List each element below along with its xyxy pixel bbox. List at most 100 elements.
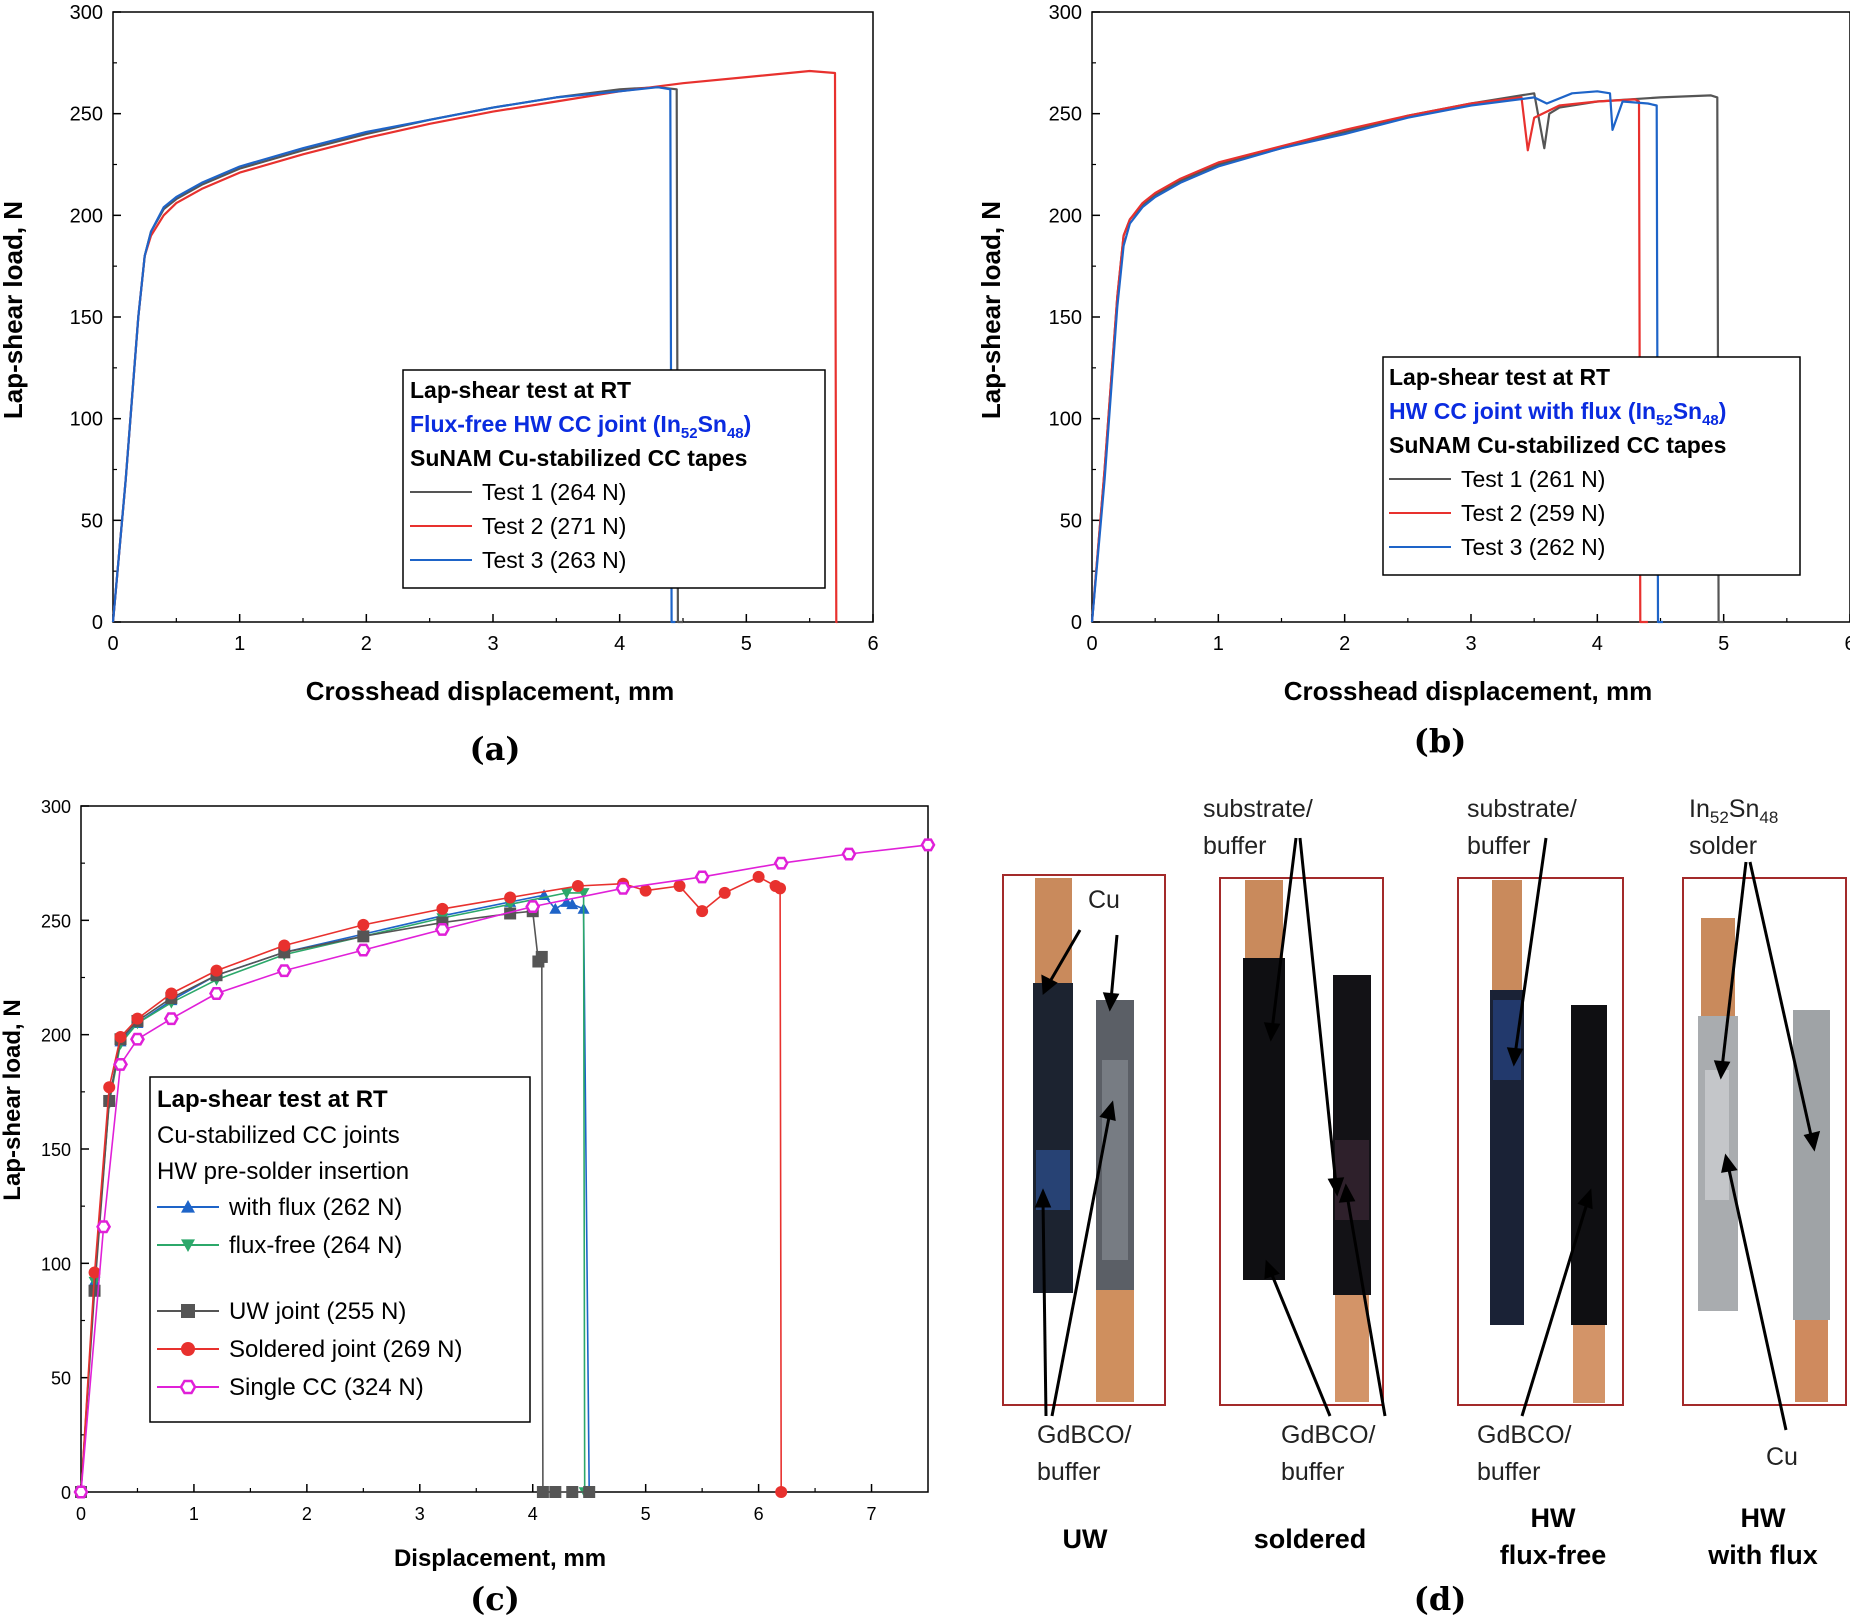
chart-a-legend-label-test-1: Test 1 (264 N): [482, 479, 626, 505]
caption-hw-with-flux-2: with flux: [1707, 1540, 1818, 1570]
chart-c-point-with-flux: [549, 902, 562, 914]
chart-b-ytick-label: 0: [1071, 612, 1082, 634]
chart-c-legend-marker-uw-joint: [181, 1304, 195, 1318]
chart-c-point-soldered-joint: [504, 891, 517, 904]
chart-c-legend-marker-single-cc: [179, 1379, 197, 1395]
chart-b-ytick-label: 200: [1049, 205, 1082, 227]
callout-gdbco-3b: buffer: [1477, 1458, 1540, 1486]
chart-a-axes: 0 1 2 3 4 5 6 0 50 100 150 200 250 300: [70, 2, 879, 655]
callout-gdbco-1a: GdBCO/: [1037, 1421, 1132, 1449]
chart-a-ytick-label: 200: [70, 205, 103, 227]
chart-c-point-single-cc: [130, 1032, 145, 1046]
chart-c-xtick-label: 3: [415, 1504, 425, 1524]
tape-hw-with-flux-right: [1793, 1010, 1830, 1402]
tape-uw-right: [1096, 1000, 1134, 1402]
chart-a-legend-label-test-2: Test 2 (271 N): [482, 513, 626, 539]
chart-c-point-soldered-joint: [571, 880, 584, 893]
chart-b-legend-label-test-1: Test 1 (261 N): [1461, 466, 1605, 492]
chart-c-legend-title: Lap-shear test at RT: [157, 1086, 388, 1113]
callout-gdbco-2a: GdBCO/: [1281, 1421, 1376, 1449]
chart-c-legend-label-single-cc: Single CC (324 N): [229, 1374, 424, 1401]
chart-a-xtick-label: 6: [867, 633, 878, 655]
chart-c-point-soldered-joint: [639, 884, 652, 897]
chart-b-xtick-label: 4: [1592, 633, 1603, 655]
chart-c-series: [73, 838, 936, 1499]
chart-c-point-single-cc: [694, 870, 710, 884]
chart-c-point-single-cc: [163, 1012, 179, 1026]
chart-c-xtick-label: 0: [76, 1504, 86, 1524]
chart-b-legend-title: Lap-shear test at RT: [1389, 364, 1610, 390]
chart-a-xtick-label: 3: [487, 633, 498, 655]
tape-uw-left: [1033, 878, 1073, 1293]
chart-c-point-soldered-joint: [210, 964, 223, 977]
chart-c-legend-marker-soldered-joint: [181, 1342, 195, 1356]
chart-a-ytick-label: 100: [70, 409, 103, 431]
chart-a-ytick-label: 250: [70, 104, 103, 126]
chart-c-ytick-label: 100: [41, 1254, 71, 1274]
chart-b-series-test-2: [1090, 96, 1648, 624]
chart-c-ytick-label: 200: [41, 1026, 71, 1046]
chart-a-legend-entries: Test 1 (264 N) Test 2 (271 N) Test 3 (263 …: [410, 479, 626, 573]
chart-c-legend-line3: HW pre-solder insertion: [157, 1158, 409, 1185]
chart-a-legend-title: Lap-shear test at RT: [410, 377, 631, 403]
chart-a-xtick-label: 4: [614, 633, 625, 655]
chart-c-point-uw-joint: [583, 1486, 596, 1498]
chart-c-xtick-label: 1: [189, 1504, 199, 1524]
chart-b-axes: 0 1 2 3 4 5 6 0 50 100 150 200 250 300: [1049, 2, 1850, 655]
callout-gdbco-3a: GdBCO/: [1477, 1421, 1572, 1449]
tape-hw-flux-free-left: [1490, 880, 1524, 1325]
caption-soldered: soldered: [1254, 1524, 1367, 1554]
chart-b-ytick-label: 300: [1049, 2, 1082, 24]
chart-c-legend: Lap-shear test at RT Cu-stabilized CC jo…: [149, 1076, 531, 1423]
chart-b-legend-subtitle2: SuNAM Cu-stabilized CC tapes: [1389, 432, 1726, 458]
chart-c-point-single-cc: [113, 1057, 128, 1071]
chart-c-point-single-cc: [615, 881, 631, 895]
chart-a-series: [111, 69, 838, 624]
chart-c-ytick-label: 50: [51, 1369, 71, 1389]
chart-a-legend: Lap-shear test at RT Flux-free HW CC joi…: [402, 369, 826, 589]
chart-b-xtick-label: 5: [1718, 633, 1729, 655]
chart-c-point-uw-joint: [566, 1486, 579, 1498]
chart-c-xtick-label: 6: [754, 1504, 764, 1524]
chart-a-ytick-label: 150: [70, 307, 103, 329]
chart-c-point-soldered-joint: [752, 870, 765, 883]
chart-c-point-soldered-joint: [357, 918, 370, 931]
chart-a-ytick-label: 50: [81, 510, 103, 532]
chart-c-ytick-label: 0: [61, 1483, 71, 1503]
chart-c-legend-entries: with flux (262 N) flux-free (264 N) UW joi…: [157, 1194, 462, 1401]
caption-hw-flux-free-1: HW: [1531, 1503, 1576, 1533]
chart-a-ytick-label: 300: [70, 2, 103, 24]
chart-c-panel-label: (c): [470, 1580, 520, 1618]
photo-panel-d: Cu substrate/ buffer substrate/ buffer I…: [1002, 795, 1847, 1618]
chart-a-ytick-label: 0: [92, 612, 103, 634]
chart-c-point-soldered-joint: [774, 882, 787, 895]
chart-c-legend-label-uw-joint: UW joint (255 N): [229, 1298, 406, 1325]
chart-a-ylabel: Lap-shear load, N: [0, 201, 28, 419]
chart-c-point-soldered-joint: [775, 1486, 788, 1498]
chart-b-xtick-label: 3: [1465, 633, 1476, 655]
caption-uw: UW: [1063, 1524, 1108, 1554]
chart-c-point-uw-joint: [535, 950, 548, 963]
chart-a-xlabel: Crosshead displacement, mm: [306, 676, 674, 706]
chart-c-point-soldered-joint: [718, 886, 731, 899]
chart-c-legend-line2: Cu-stabilized CC joints: [157, 1122, 400, 1149]
chart-a-xtick-label: 5: [741, 633, 752, 655]
chart-c-point-single-cc: [73, 1485, 89, 1499]
chart-c-ytick-label: 250: [41, 911, 71, 931]
chart-b-xtick-label: 2: [1339, 633, 1350, 655]
chart-a-legend-subtitle2: SuNAM Cu-stabilized CC tapes: [410, 445, 747, 471]
caption-hw-flux-free-2: flux-free: [1500, 1540, 1607, 1570]
photo-frame-uw: [1002, 874, 1166, 1406]
chart-c-point-soldered-joint: [673, 880, 686, 893]
chart-c-xtick-label: 7: [867, 1504, 877, 1524]
photo-frame-hw-with-flux: [1682, 877, 1847, 1406]
chart-b-xtick-label: 0: [1086, 633, 1097, 655]
chart-b-ylabel: Lap-shear load, N: [976, 201, 1006, 419]
chart-c-point-uw-joint: [536, 1486, 549, 1498]
chart-c-point-soldered-joint: [114, 1030, 127, 1043]
callout-substrate-1a: substrate/: [1203, 795, 1313, 823]
callout-insn-solder-b: solder: [1689, 832, 1757, 860]
callout-cu-top: Cu: [1088, 886, 1120, 914]
photo-callout-arrows: [1034, 837, 1821, 1431]
chart-c-legend-label-soldered-joint: Soldered joint (269 N): [229, 1336, 462, 1363]
